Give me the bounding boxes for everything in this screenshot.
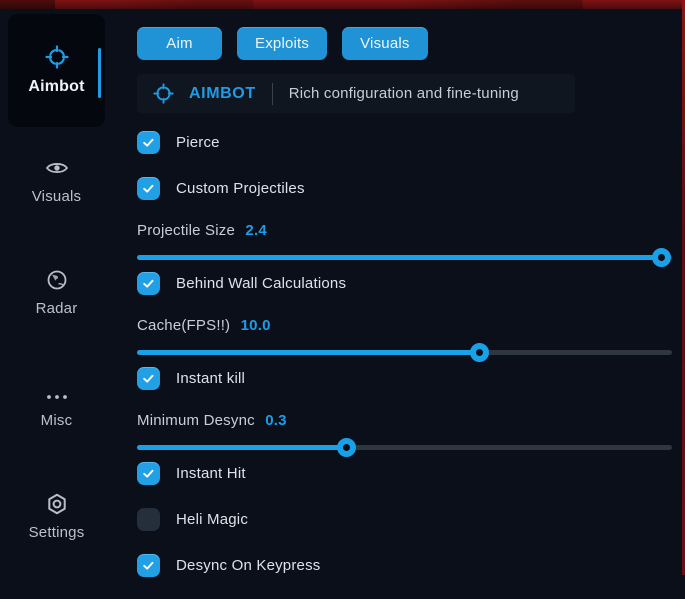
- sidebar: Aimbot Visuals Radar Misc Settings: [0, 9, 120, 575]
- checkbox[interactable]: [137, 130, 160, 154]
- slider-label: Cache(FPS!!): [137, 317, 231, 334]
- slider-handle[interactable]: [336, 438, 356, 457]
- slider-fill: [137, 350, 480, 355]
- gear-icon: [45, 492, 69, 516]
- checkbox[interactable]: [137, 461, 160, 485]
- slider-label-line: Minimum Desync 0.3: [137, 412, 672, 430]
- checkbox-row-instant-kill[interactable]: Instant kill: [137, 366, 672, 390]
- crosshair-icon: [44, 45, 69, 69]
- check-icon: [143, 561, 154, 570]
- checkbox-row-instant-hit[interactable]: Instant Hit: [137, 461, 672, 485]
- checkbox-label: Behind Wall Calculations: [176, 274, 347, 292]
- slider[interactable]: [137, 343, 672, 362]
- check-icon: [143, 469, 154, 478]
- sidebar-item-settings[interactable]: Settings: [8, 492, 105, 541]
- checkbox[interactable]: [137, 507, 160, 531]
- slider-track[interactable]: [137, 445, 672, 450]
- tab-visuals[interactable]: Visuals: [342, 27, 428, 60]
- tab-label: Exploits: [255, 35, 310, 52]
- checkbox-label: Instant Hit: [176, 464, 246, 482]
- slider-label: Minimum Desync: [137, 412, 255, 429]
- sidebar-item-label: Radar: [35, 300, 78, 317]
- checkbox-label: Custom Projectiles: [176, 179, 305, 197]
- slider-row-cache-fps: Cache(FPS!!) 10.0: [137, 317, 672, 362]
- controls-panel: Pierce Custom Projectiles Projectile Siz…: [137, 130, 672, 599]
- globe-icon: [45, 268, 69, 292]
- checkbox-row-pierce[interactable]: Pierce: [137, 130, 672, 154]
- slider-fill: [137, 445, 346, 450]
- checkbox[interactable]: [137, 176, 160, 200]
- tab-label: Visuals: [360, 35, 410, 52]
- checkbox-row-custom-projectiles[interactable]: Custom Projectiles: [137, 176, 672, 200]
- top-red-bar: [0, 0, 685, 9]
- ellipsis-icon: [45, 390, 69, 404]
- checkbox-label: Heli Magic: [176, 510, 249, 528]
- sidebar-item-misc[interactable]: Misc: [8, 382, 105, 429]
- eye-icon: [45, 156, 69, 180]
- sidebar-item-label: Settings: [28, 524, 85, 541]
- slider-value: 10.0: [240, 317, 271, 334]
- tab-label: Aim: [166, 35, 193, 52]
- sidebar-item-radar[interactable]: Radar: [8, 268, 105, 317]
- sidebar-item-label: Misc: [40, 412, 73, 429]
- section-subtitle: Rich configuration and fine-tuning: [288, 85, 519, 102]
- tab-bar: Aim Exploits Visuals: [137, 27, 428, 60]
- slider[interactable]: [137, 248, 672, 267]
- slider-label: Projectile Size: [137, 222, 236, 239]
- check-icon: [143, 279, 154, 288]
- slider-handle[interactable]: [470, 343, 490, 362]
- checkbox[interactable]: [137, 271, 160, 295]
- checkbox-label: Instant kill: [176, 369, 246, 387]
- checkbox[interactable]: [137, 553, 160, 577]
- sidebar-item-label: Visuals: [31, 188, 82, 205]
- slider-label-line: Projectile Size 2.4: [137, 222, 672, 240]
- check-icon: [143, 374, 154, 383]
- slider-label-line: Cache(FPS!!) 10.0: [137, 317, 672, 335]
- section-header: AIMBOT Rich configuration and fine-tunin…: [137, 74, 575, 113]
- checkbox-row-heli-magic[interactable]: Heli Magic: [137, 507, 672, 531]
- check-icon: [143, 184, 154, 193]
- tab-exploits[interactable]: Exploits: [237, 27, 328, 60]
- section-title: AIMBOT: [189, 84, 256, 102]
- slider-row-projectile-size: Projectile Size 2.4: [137, 222, 672, 267]
- check-icon: [143, 138, 154, 147]
- checkbox-row-behind-wall-calculations[interactable]: Behind Wall Calculations: [137, 271, 672, 295]
- right-red-bar: [682, 0, 685, 575]
- slider-row-minimum-desync: Minimum Desync 0.3: [137, 412, 672, 457]
- checkbox[interactable]: [137, 366, 160, 390]
- checkbox-label: Desync On Keypress: [176, 556, 321, 574]
- slider-value: 0.3: [265, 412, 287, 429]
- sidebar-item-label: Aimbot: [28, 78, 85, 95]
- sidebar-item-visuals[interactable]: Visuals: [8, 156, 105, 205]
- active-indicator: [98, 48, 101, 98]
- slider-handle[interactable]: [652, 248, 672, 267]
- crosshair-icon: [153, 83, 174, 104]
- slider[interactable]: [137, 438, 672, 457]
- tab-aim[interactable]: Aim: [137, 27, 222, 60]
- sidebar-item-aimbot[interactable]: Aimbot: [8, 14, 105, 127]
- checkbox-label: Pierce: [176, 133, 220, 151]
- slider-value: 2.4: [245, 222, 267, 239]
- checkbox-row-desync-on-keypress[interactable]: Desync On Keypress: [137, 553, 672, 577]
- header-divider: [271, 82, 273, 105]
- slider-fill: [137, 255, 662, 260]
